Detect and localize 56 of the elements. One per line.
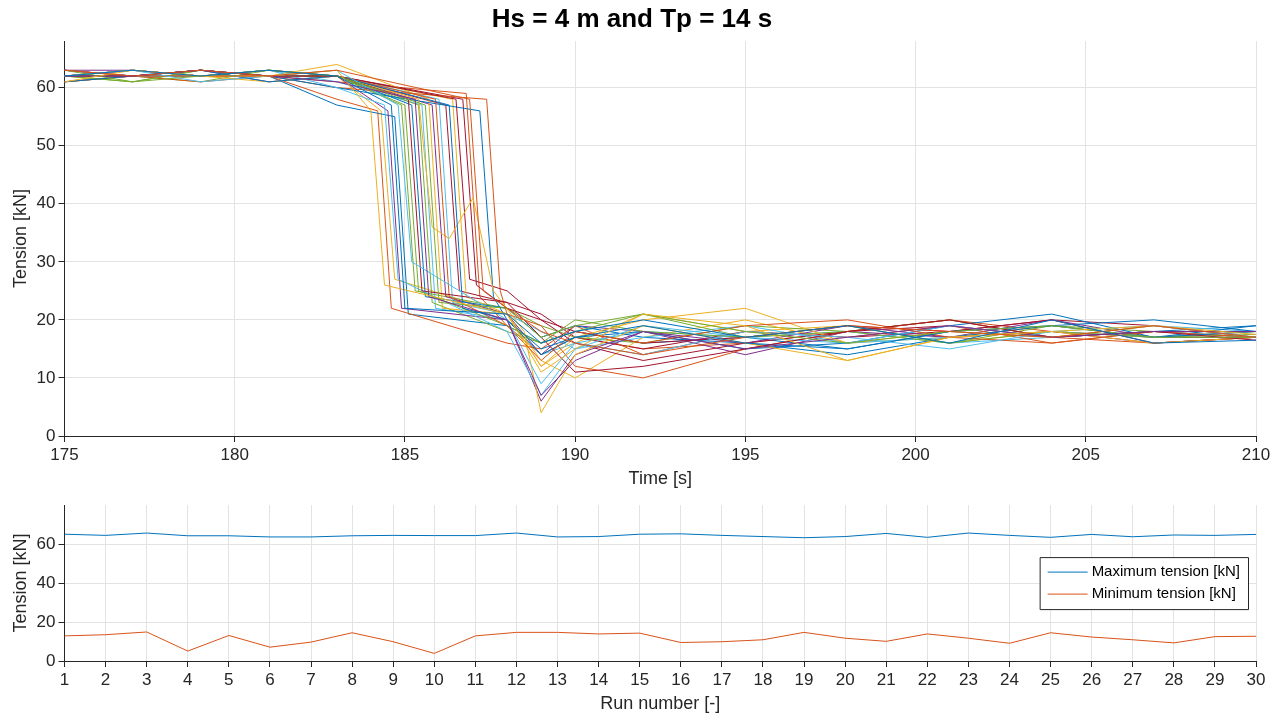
x-tick-label: 13 <box>548 669 567 689</box>
x-tick-label: 27 <box>1123 669 1143 689</box>
x-tick-label: 175 <box>50 444 79 464</box>
legend-label: Maximum tension [kN] <box>1091 562 1240 580</box>
x-tick-label: 205 <box>1071 444 1100 464</box>
x-axis-title: Time [s] <box>628 468 692 489</box>
x-tick-label: 24 <box>1000 669 1019 689</box>
y-tick-label: 10 <box>36 367 56 387</box>
x-tick-label: 28 <box>1164 669 1184 689</box>
x-tick-label: 5 <box>224 669 234 689</box>
x-tick-label: 19 <box>794 669 814 689</box>
y-tick-label: 60 <box>36 77 56 97</box>
y-tick-label: 0 <box>46 650 56 670</box>
x-tick-label: 6 <box>265 669 275 689</box>
x-tick-label: 180 <box>220 444 249 464</box>
y-tick-label: 50 <box>36 135 56 155</box>
x-tick-label: 4 <box>183 669 193 689</box>
y-tick-label: 0 <box>46 425 56 445</box>
x-tick-label: 26 <box>1082 669 1102 689</box>
x-tick-label: 20 <box>835 669 855 689</box>
x-tick-label: 16 <box>671 669 691 689</box>
x-tick-label: 210 <box>1241 444 1271 464</box>
y-tick-label: 40 <box>36 193 56 213</box>
x-axis-title: Run number [-] <box>600 693 721 714</box>
y-tick-label: 30 <box>36 251 56 271</box>
y-tick-label: 20 <box>36 611 56 631</box>
x-tick-label: 3 <box>141 669 152 689</box>
x-tick-label: 29 <box>1205 669 1225 689</box>
x-tick-label: 25 <box>1041 669 1061 689</box>
x-tick-label: 200 <box>901 444 930 464</box>
x-tick-label: 17 <box>712 669 732 689</box>
x-tick-label: 9 <box>388 669 398 689</box>
x-tick-label: 15 <box>630 669 650 689</box>
x-tick-label: 18 <box>753 669 773 689</box>
x-tick-label: 8 <box>347 669 357 689</box>
legend-label: Minimum tension [kN] <box>1091 584 1236 602</box>
y-axis-title: Tension [kN] <box>9 533 30 633</box>
x-tick-label: 10 <box>424 669 444 689</box>
y-axis-title: Tension [kN] <box>9 189 30 289</box>
y-tick-label: 20 <box>36 309 56 329</box>
x-tick-label: 11 <box>466 669 485 689</box>
x-tick-label: 2 <box>100 669 111 689</box>
x-tick-label: 30 <box>1246 669 1266 689</box>
x-tick-label: 14 <box>589 669 609 689</box>
x-tick-label: 21 <box>876 669 896 689</box>
x-tick-label: 195 <box>731 444 760 464</box>
x-tick-label: 7 <box>306 669 316 689</box>
chart-title: Hs = 4 m and Tp = 14 s <box>491 2 773 33</box>
y-tick-label: 40 <box>36 572 56 592</box>
x-tick-label: 1 <box>59 669 70 689</box>
x-tick-label: 190 <box>560 444 590 464</box>
x-tick-label: 12 <box>506 669 526 689</box>
x-tick-label: 22 <box>917 669 937 689</box>
x-tick-label: 185 <box>390 444 420 464</box>
y-tick-label: 60 <box>36 533 56 553</box>
x-tick-label: 23 <box>958 669 978 689</box>
